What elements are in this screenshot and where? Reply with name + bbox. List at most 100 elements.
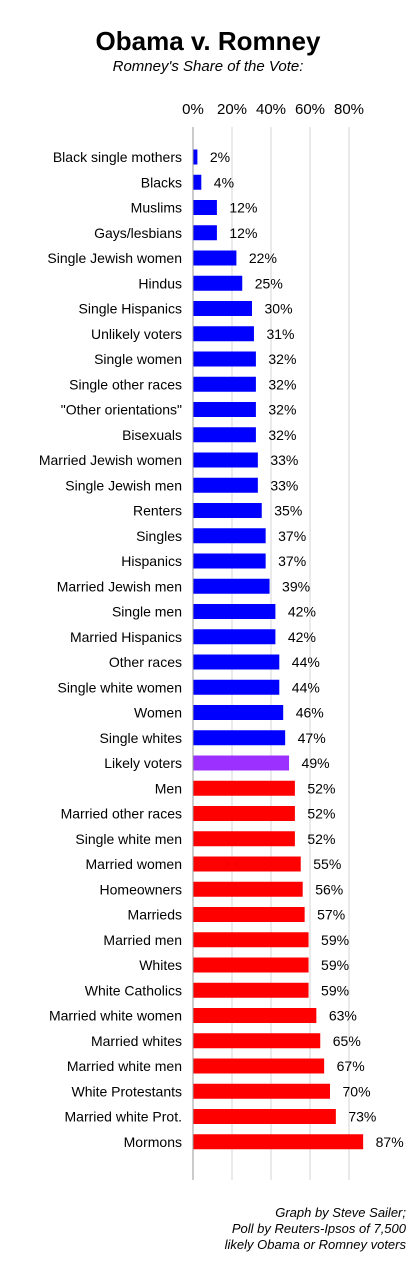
category-label: Singles bbox=[136, 528, 182, 544]
bar bbox=[193, 427, 256, 443]
category-label: Married men bbox=[103, 932, 182, 948]
data-label: 73% bbox=[348, 1109, 376, 1125]
category-label: Gays/lesbians bbox=[94, 225, 182, 241]
category-label: Muslims bbox=[131, 200, 182, 216]
category-label: White Catholics bbox=[85, 982, 182, 998]
category-label: Single Jewish women bbox=[47, 250, 182, 266]
bar bbox=[193, 1134, 364, 1150]
data-label: 31% bbox=[266, 326, 294, 342]
bar bbox=[193, 679, 280, 695]
credit-line-3: likely Obama or Romney voters bbox=[224, 1237, 406, 1252]
category-label: Married women bbox=[86, 856, 182, 872]
bar bbox=[193, 705, 284, 720]
category-label: Homeowners bbox=[100, 881, 182, 897]
bar bbox=[193, 275, 243, 291]
bar bbox=[193, 351, 256, 367]
category-label: Single Hispanics bbox=[79, 301, 183, 317]
bar bbox=[193, 528, 266, 544]
credit-line-1: Graph by Steve Sailer; bbox=[275, 1205, 406, 1220]
category-label: Single white women bbox=[57, 679, 182, 695]
bar bbox=[193, 553, 266, 569]
category-label: Women bbox=[134, 705, 182, 721]
chart-credit: Graph by Steve Sailer; Poll by Reuters-I… bbox=[146, 1205, 406, 1253]
bar bbox=[193, 755, 290, 771]
bar bbox=[193, 225, 217, 241]
category-label: Single other races bbox=[69, 376, 182, 392]
category-label: Single men bbox=[112, 604, 182, 620]
bar bbox=[193, 881, 303, 897]
data-label: 32% bbox=[268, 427, 296, 443]
x-tick-label: 0% bbox=[182, 101, 204, 118]
bar bbox=[193, 982, 309, 998]
bar bbox=[193, 174, 202, 190]
category-label: Whites bbox=[139, 957, 182, 973]
chart-title: Obama v. Romney bbox=[95, 26, 321, 56]
data-label: 57% bbox=[317, 907, 345, 923]
category-label: Single white men bbox=[75, 831, 182, 847]
data-label: 59% bbox=[321, 982, 349, 998]
category-label: Renters bbox=[133, 503, 182, 519]
category-label: Blacks bbox=[141, 174, 182, 190]
data-label: 87% bbox=[376, 1134, 404, 1150]
category-label: Married Jewish men bbox=[57, 578, 182, 594]
data-label: 59% bbox=[321, 932, 349, 948]
data-label: 32% bbox=[268, 376, 296, 392]
data-label: 59% bbox=[321, 957, 349, 973]
data-label: 52% bbox=[307, 780, 335, 796]
data-label: 25% bbox=[255, 275, 283, 291]
category-label: Married Jewish women bbox=[39, 452, 182, 468]
category-label: Marrieds bbox=[128, 907, 182, 923]
data-label: 46% bbox=[296, 705, 324, 721]
category-label: "Other orientations" bbox=[61, 402, 182, 418]
data-label: 63% bbox=[329, 1008, 357, 1024]
bar bbox=[193, 452, 258, 468]
chart-subtitle: Romney's Share of the Vote: bbox=[112, 58, 304, 75]
data-label: 56% bbox=[315, 881, 343, 897]
bar bbox=[193, 1033, 321, 1049]
category-label: Bisexuals bbox=[122, 427, 182, 443]
bar bbox=[193, 301, 252, 316]
data-label: 2% bbox=[210, 149, 230, 165]
category-label: Unlikely voters bbox=[91, 326, 182, 342]
category-label: Likely voters bbox=[104, 755, 182, 771]
bar bbox=[193, 1008, 317, 1023]
bar bbox=[193, 149, 198, 165]
data-label: 42% bbox=[288, 604, 316, 620]
bar bbox=[193, 654, 280, 670]
category-label: Mormons bbox=[124, 1134, 182, 1150]
category-label: Married Hispanics bbox=[70, 629, 182, 645]
data-label: 4% bbox=[214, 174, 234, 190]
data-label: 12% bbox=[229, 200, 257, 216]
data-label: 55% bbox=[313, 856, 341, 872]
category-label: Married whites bbox=[91, 1033, 182, 1049]
data-label: 44% bbox=[292, 654, 320, 670]
bar bbox=[193, 1058, 325, 1074]
category-label: Married other races bbox=[61, 806, 182, 822]
data-label: 44% bbox=[292, 679, 320, 695]
bar bbox=[193, 402, 256, 417]
data-label: 33% bbox=[270, 477, 298, 493]
bar bbox=[193, 503, 262, 518]
bar bbox=[193, 477, 258, 493]
x-tick-label: 60% bbox=[295, 101, 325, 118]
data-label: 65% bbox=[333, 1033, 361, 1049]
bar bbox=[193, 856, 301, 872]
data-label: 42% bbox=[288, 629, 316, 645]
data-label: 32% bbox=[268, 351, 296, 367]
data-label: 37% bbox=[278, 553, 306, 569]
data-label: 12% bbox=[229, 225, 257, 241]
data-label: 39% bbox=[282, 578, 310, 594]
data-label: 30% bbox=[265, 301, 293, 317]
data-label: 70% bbox=[343, 1083, 371, 1099]
category-label: Black single mothers bbox=[53, 149, 182, 165]
data-label: 33% bbox=[270, 452, 298, 468]
bar bbox=[193, 1109, 336, 1124]
bar bbox=[193, 326, 254, 342]
bar bbox=[193, 806, 295, 821]
category-label: Single women bbox=[94, 351, 182, 367]
category-label: Other races bbox=[109, 654, 182, 670]
bar bbox=[193, 831, 295, 847]
category-label: Married white Prot. bbox=[65, 1109, 182, 1125]
x-tick-label: 80% bbox=[334, 101, 364, 118]
